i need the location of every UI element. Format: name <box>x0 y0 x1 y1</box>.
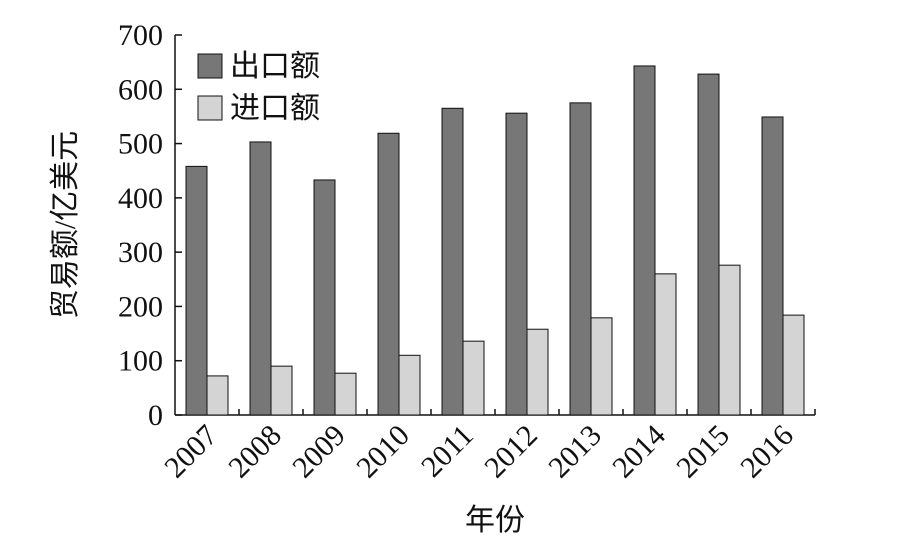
bar <box>334 372 357 416</box>
x-tick-label: 2013 <box>542 419 608 485</box>
bar <box>569 102 592 416</box>
legend-label: 进口额 <box>230 92 320 125</box>
x-tick-label: 2008 <box>222 419 288 485</box>
bar <box>398 354 421 416</box>
bar <box>526 328 549 416</box>
x-tick-label: 2010 <box>350 419 416 485</box>
bar <box>313 179 336 416</box>
bar <box>249 141 272 416</box>
x-tick-label: 2015 <box>670 419 736 485</box>
y-tick-label: 500 <box>118 128 163 161</box>
x-tick-label: 2016 <box>734 419 800 485</box>
y-tick-label: 300 <box>118 236 163 269</box>
bar <box>633 65 656 416</box>
y-tick-label: 100 <box>118 345 163 378</box>
y-tick-label: 0 <box>148 399 163 432</box>
bar <box>441 107 464 416</box>
bar <box>505 112 528 416</box>
y-tick-label: 400 <box>118 182 163 215</box>
x-tick-label: 2011 <box>415 419 480 484</box>
x-tick-label: 2012 <box>478 419 544 485</box>
legend-swatch <box>197 53 223 79</box>
y-axis-label: 贸易额/亿美元 <box>49 131 82 319</box>
bar <box>654 273 677 416</box>
legend-label: 出口额 <box>230 50 320 83</box>
bar <box>462 340 485 416</box>
bar <box>761 116 784 416</box>
x-tick-label: 2009 <box>286 419 352 485</box>
legend-swatch <box>197 95 223 121</box>
y-tick-label: 200 <box>118 290 163 323</box>
bar <box>590 317 613 416</box>
y-tick-label: 700 <box>118 19 163 52</box>
y-tick-label: 600 <box>118 73 163 106</box>
bar <box>697 73 720 416</box>
bar <box>782 314 805 416</box>
bar <box>377 132 400 416</box>
x-tick-label: 2014 <box>606 419 672 485</box>
x-axis-label: 年份 <box>465 504 525 537</box>
x-tick-label: 2007 <box>158 419 224 485</box>
bar <box>185 165 208 416</box>
bar <box>270 365 293 416</box>
bar <box>718 264 741 416</box>
bar <box>206 375 229 416</box>
